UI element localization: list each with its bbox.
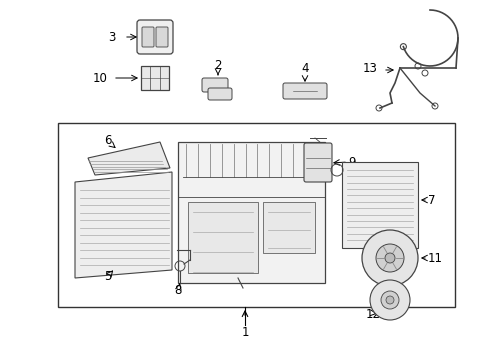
Text: 5: 5 [104,270,111,284]
Text: 6: 6 [104,134,112,147]
FancyBboxPatch shape [202,78,227,92]
Text: 2: 2 [214,59,221,72]
Text: 8: 8 [174,284,182,297]
Circle shape [375,244,403,272]
Polygon shape [88,142,170,175]
Circle shape [369,280,409,320]
Text: 10: 10 [92,72,107,85]
Polygon shape [341,162,417,248]
Text: 12: 12 [365,309,380,321]
FancyBboxPatch shape [207,88,231,100]
Text: 7: 7 [427,194,435,207]
FancyBboxPatch shape [137,20,173,54]
FancyBboxPatch shape [304,143,331,182]
Text: 1: 1 [241,327,248,339]
Circle shape [361,230,417,286]
Text: 3: 3 [108,31,116,44]
Polygon shape [187,202,258,273]
Text: 4: 4 [301,62,308,75]
Text: 13: 13 [362,62,377,75]
FancyBboxPatch shape [141,66,169,90]
Circle shape [380,291,398,309]
Polygon shape [178,142,325,283]
FancyBboxPatch shape [142,27,154,47]
Text: 11: 11 [427,252,442,265]
Circle shape [385,296,393,304]
Polygon shape [263,202,314,253]
FancyBboxPatch shape [156,27,168,47]
Polygon shape [75,172,172,278]
Text: 9: 9 [347,156,355,168]
Circle shape [384,253,394,263]
FancyBboxPatch shape [283,83,326,99]
